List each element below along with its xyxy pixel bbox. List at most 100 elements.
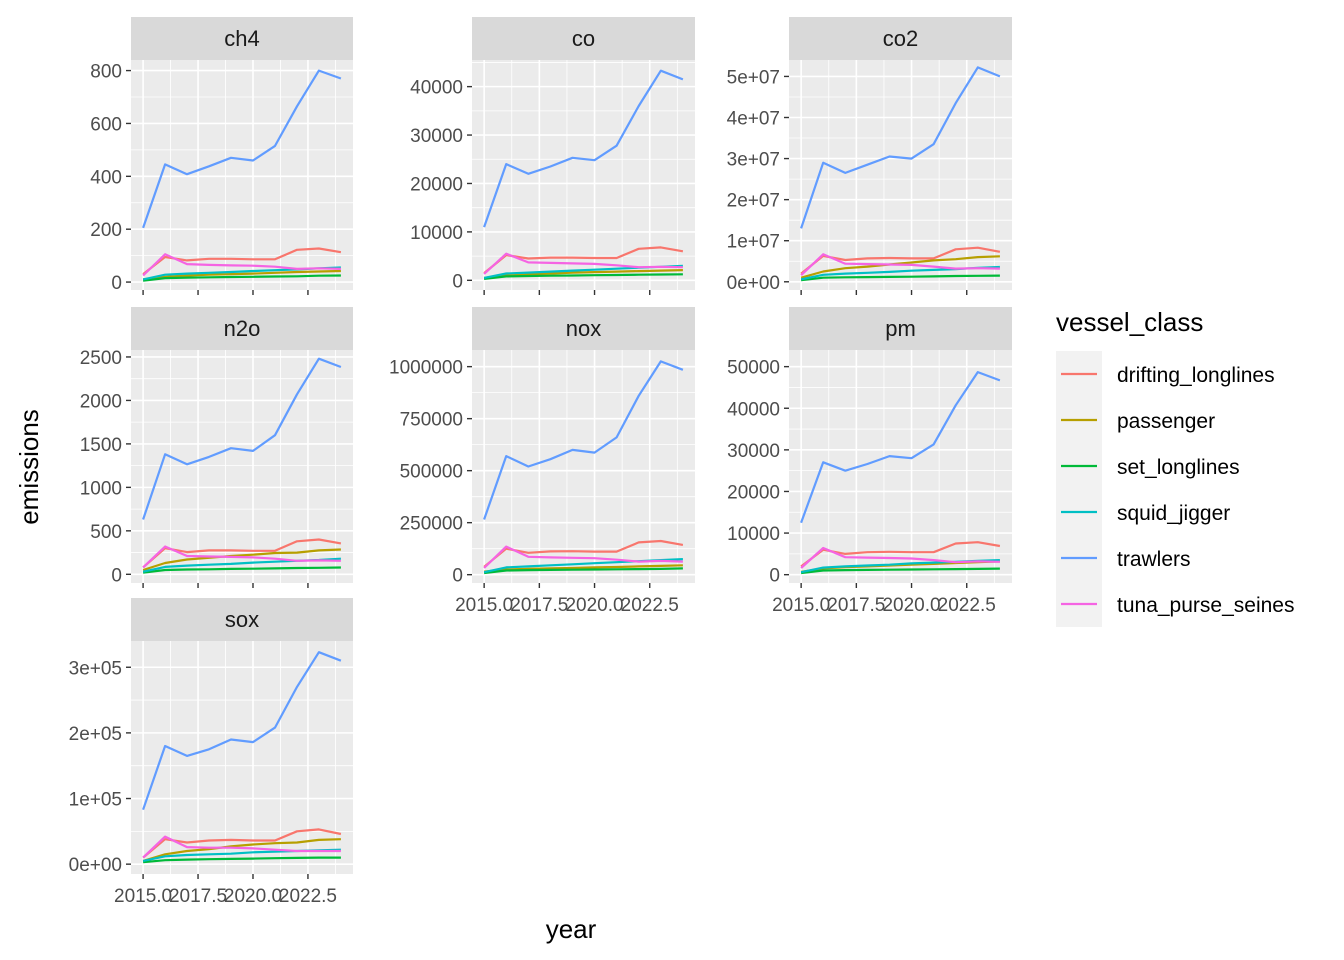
series-line-trawlers [800,371,1001,524]
legend-items: drifting_longlines passenger set_longlines… [1061,364,1294,617]
facet-strip [472,17,695,60]
series-line-tuna-purse-seines [483,252,683,275]
y-tick-label: 800 [90,62,122,83]
facet-panel-co: co 0 10000 20000 30000 40000 [410,17,695,295]
y-tick-label: 1000 [80,478,122,499]
x-tick-label: 2022.5 [621,595,679,616]
series-line-passenger [483,269,683,279]
facet-strip-label: n2o [224,316,261,341]
facet-strip [131,17,353,60]
x-tick-label: 2017.5 [510,595,568,616]
series-line-trawlers [142,357,342,520]
y-tick-label: 750000 [400,410,463,431]
y-tick-label: 200 [90,220,122,241]
x-tick-label: 2015.0 [772,595,830,616]
series-lines [800,66,1001,282]
y-tick-label: 1e+07 [727,232,780,253]
facet-panel-co2: co2 0e+00 1e+07 2e+07 3e+07 4e+07 5e+07 [727,17,1012,295]
legend-item: drifting_longlines [1061,364,1275,387]
y-tick-label: 1e+05 [69,790,122,811]
series-line-set-longlines [483,273,683,280]
y-tick-label: 4e+07 [727,109,780,130]
y-tick-label: 30000 [727,441,780,462]
y-tick-label: 1000000 [389,358,463,379]
legend-item: passenger [1061,410,1215,433]
legend-item: set_longlines [1061,456,1240,479]
series-line-trawlers [142,69,342,229]
series-lines [483,69,684,280]
panel-background [131,60,353,290]
y-tick-label: 0 [452,271,463,292]
legend: vessel_class drifting_longlines passenger… [1056,307,1294,627]
facet-strip [131,307,353,350]
y-tick-label: 500000 [400,462,463,483]
facet-strip [789,307,1012,350]
facet-strip-label: co2 [883,26,918,51]
panel-background [472,60,695,290]
facet-strip-label: co [572,26,595,51]
facet-panel-n2o: n2o 0 500 1000 1500 2000 2500 [80,307,353,588]
series-line-trawlers [483,69,684,228]
series-line-passenger [142,548,341,572]
legend-label: passenger [1117,410,1215,433]
panel-background [472,350,695,583]
series-line-trawlers [142,651,342,811]
facet-strip [131,598,353,641]
series-line-tuna-purse-seines [142,835,341,859]
legend-label: tuna_purse_seines [1117,594,1294,617]
legend-label: set_longlines [1117,456,1240,479]
x-tick-label: 2020.0 [882,595,940,616]
series-line-passenger [142,838,341,862]
legend-item: tuna_purse_seines [1061,594,1294,617]
legend-title: vessel_class [1056,307,1203,337]
y-tick-label: 1500 [80,435,122,456]
series-line-tuna-purse-seines [800,253,1000,276]
facet-strip-label: ch4 [224,26,259,51]
y-tick-label: 10000 [727,524,780,545]
y-tick-label: 40000 [727,399,780,420]
y-tick-label: 0e+00 [69,855,122,876]
y-tick-label: 2500 [80,348,122,369]
panel-background [789,350,1012,583]
y-tick-label: 0 [111,565,122,586]
facet-panel-nox: nox 0 250000 500000 750000 1000000 2015.02017.… [389,307,695,616]
x-tick-label: 2022.5 [279,886,337,907]
series-line-set-longlines [142,274,341,282]
series-line-drifting-longlines [483,246,684,274]
y-tick-label: 40000 [410,78,463,99]
facet-panel-sox: sox 0e+00 1e+05 2e+05 3e+05 2015.02017.52020.… [69,598,353,907]
y-tick-label: 0 [769,566,780,587]
x-tick-label: 2020.0 [224,886,282,907]
legend-label: drifting_longlines [1117,364,1275,387]
x-tick-label: 2017.5 [169,886,227,907]
series-lines [800,371,1001,575]
y-tick-label: 20000 [727,482,780,503]
y-tick-label: 3e+07 [727,150,780,171]
series-lines [142,651,342,864]
panel-background [131,350,353,583]
facet-strip-label: pm [885,316,916,341]
series-lines [142,69,342,282]
legend-label: squid_jigger [1117,502,1230,525]
panel-background [131,641,353,874]
series-line-tuna-purse-seines [142,253,341,277]
facet-panels: ch40200400600800co010000200003000040000c… [69,17,1012,907]
y-tick-label: 10000 [410,223,463,244]
series-line-trawlers [800,66,1001,229]
y-tick-label: 0 [111,273,122,294]
y-tick-label: 400 [90,167,122,188]
y-tick-label: 0e+00 [727,273,780,294]
series-line-passenger [800,255,1000,279]
x-axis-title: year [546,914,597,944]
y-tick-label: 3e+05 [69,658,122,679]
y-tick-label: 30000 [410,126,463,147]
series-line-tuna-purse-seines [142,545,341,569]
y-tick-label: 0 [452,566,463,587]
series-line-set-longlines [143,856,341,864]
x-tick-label: 2020.0 [565,595,623,616]
y-tick-label: 500 [90,522,122,543]
series-line-set-longlines [142,566,341,574]
y-tick-label: 2e+05 [69,724,122,745]
x-tick-label: 2022.5 [938,595,996,616]
